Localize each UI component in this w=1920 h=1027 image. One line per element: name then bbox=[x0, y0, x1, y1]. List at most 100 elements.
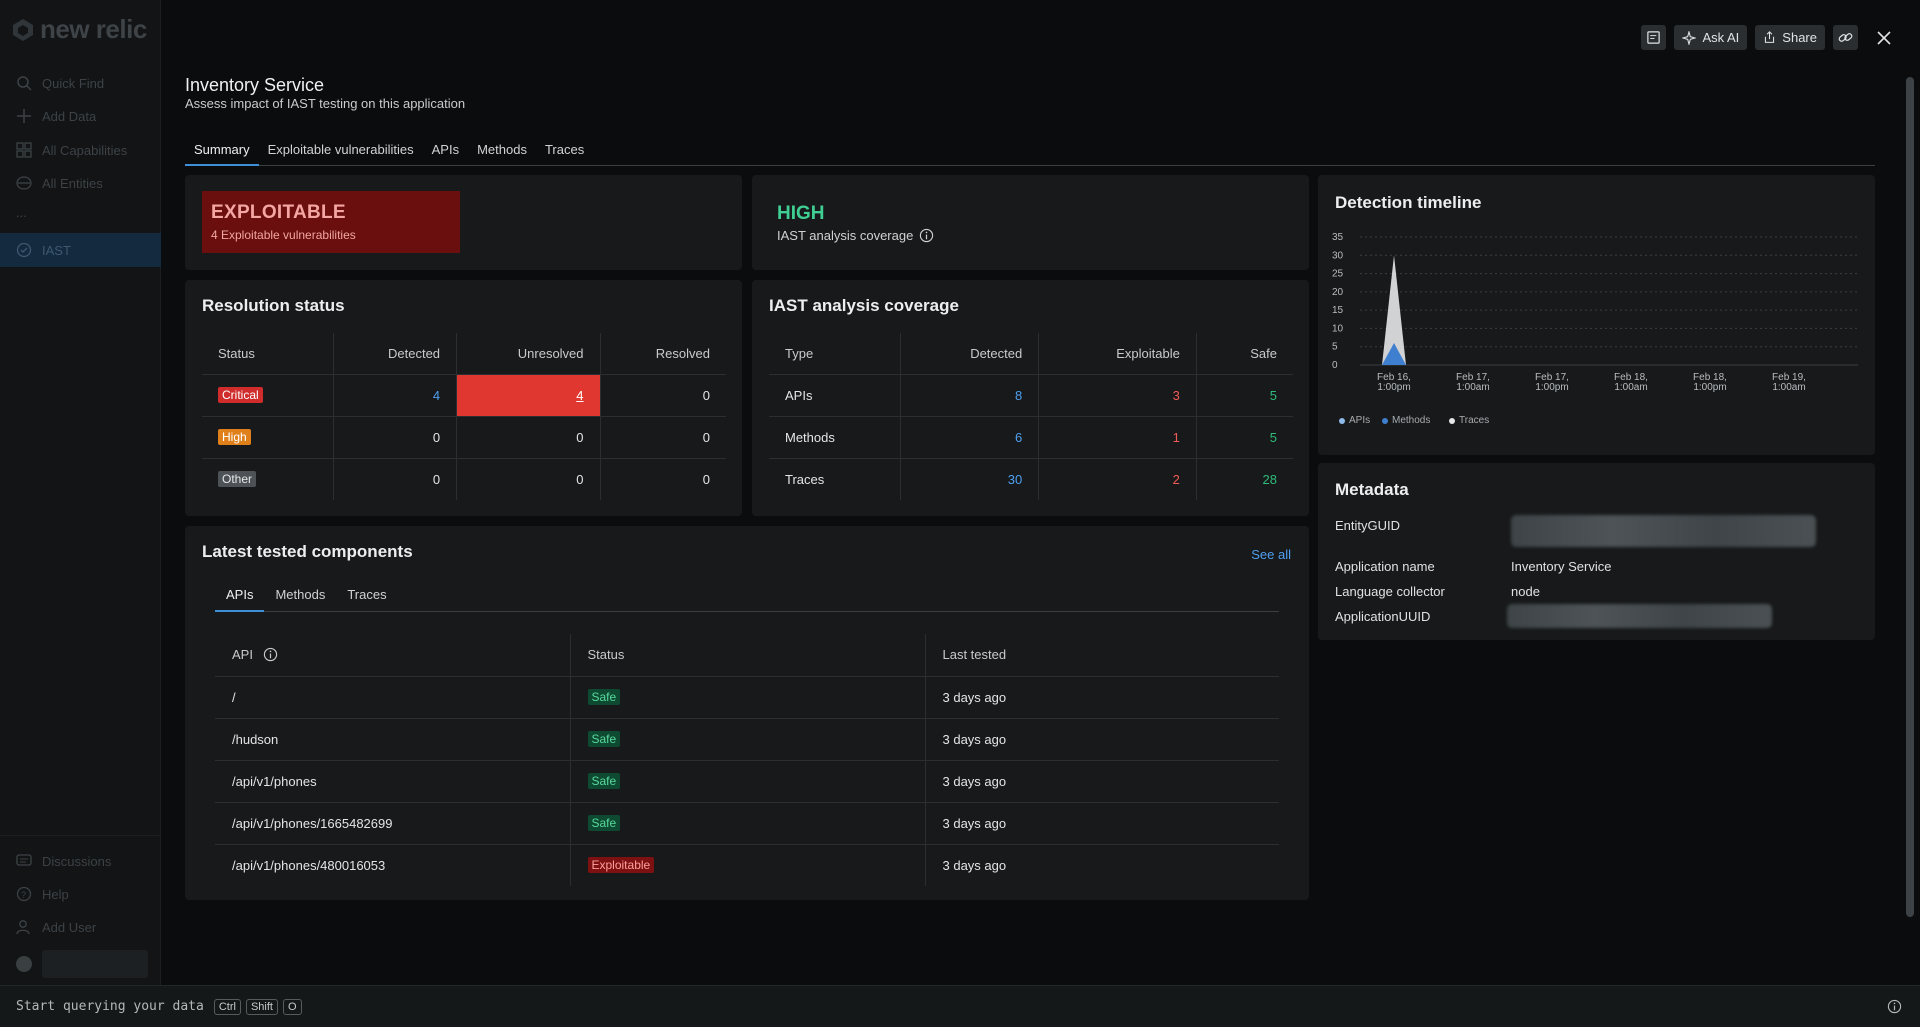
sidebar-item-label: Add User bbox=[42, 919, 97, 935]
exploitable-banner[interactable]: EXPLOITABLE 4 Exploitable vulnerabilitie… bbox=[202, 191, 460, 253]
api-path[interactable]: /hudson bbox=[215, 718, 570, 761]
query-bar-text: Start querying your data bbox=[16, 999, 204, 1014]
user-menu[interactable] bbox=[16, 950, 148, 978]
tab-apis[interactable]: APIs bbox=[431, 142, 460, 157]
methods-exploitable[interactable]: 1 bbox=[1038, 416, 1197, 459]
close-button[interactable] bbox=[1872, 26, 1896, 50]
info-icon[interactable] bbox=[919, 228, 934, 243]
traces-detected[interactable]: 30 bbox=[899, 458, 1039, 500]
table-row[interactable]: /api/v1/phones/1665482699 Safe 3 days ag… bbox=[215, 802, 1279, 845]
detection-timeline-title: Detection timeline bbox=[1335, 193, 1482, 212]
layers-icon bbox=[16, 176, 32, 190]
traces-exploitable[interactable]: 2 bbox=[1038, 458, 1197, 500]
sidebar-item-more[interactable]: ... bbox=[0, 198, 161, 226]
new-relic-logo-icon bbox=[13, 18, 33, 41]
metadata-label: EntityGUID bbox=[1335, 518, 1401, 533]
coverage-level-card: HIGH IAST analysis coverage bbox=[752, 175, 1309, 270]
exploitable-label: EXPLOITABLE bbox=[211, 202, 346, 223]
apis-exploitable[interactable]: 3 bbox=[1038, 374, 1197, 417]
apis-detected[interactable]: 8 bbox=[899, 374, 1039, 417]
other-resolved: 0 bbox=[599, 458, 726, 500]
legend-traces[interactable]: Traces bbox=[1449, 415, 1489, 426]
logo-text: new relic bbox=[40, 14, 147, 44]
last-tested: 3 days ago bbox=[924, 676, 1279, 719]
sidebar-item-add-user[interactable]: Add User bbox=[0, 910, 161, 944]
critical-detected[interactable]: 4 bbox=[332, 374, 457, 417]
iast-coverage-title: IAST analysis coverage bbox=[769, 296, 959, 315]
sidebar-item-iast[interactable]: IAST bbox=[0, 233, 161, 267]
x-tick-label: Feb 17, 1:00pm bbox=[1535, 372, 1569, 393]
language-collector-value: node bbox=[1511, 584, 1540, 599]
new-relic-logo[interactable]: new relic bbox=[12, 14, 147, 45]
tab-traces[interactable]: Traces bbox=[347, 587, 387, 602]
avatar bbox=[16, 956, 32, 972]
api-path[interactable]: /api/v1/phones/480016053 bbox=[232, 857, 386, 873]
tab-methods[interactable]: Methods bbox=[477, 142, 527, 157]
col-exploitable: Exploitable bbox=[1038, 333, 1197, 375]
y-tick-label: 15 bbox=[1332, 305, 1344, 316]
legend-dot bbox=[1339, 417, 1345, 424]
legend-methods[interactable]: Methods bbox=[1382, 415, 1430, 426]
y-tick-label: 25 bbox=[1332, 269, 1344, 280]
see-all-link[interactable]: See all bbox=[1251, 547, 1291, 562]
metadata-label: Language collector bbox=[1335, 584, 1445, 599]
plus-icon bbox=[17, 109, 31, 123]
info-icon[interactable] bbox=[263, 647, 278, 662]
tab-exploitable-vulnerabilities[interactable]: Exploitable vulnerabilities bbox=[267, 142, 414, 157]
table-row[interactable]: / Safe 3 days ago bbox=[215, 676, 1279, 719]
apis-safe[interactable]: 5 bbox=[1195, 374, 1293, 417]
traces-safe[interactable]: 28 bbox=[1195, 458, 1293, 500]
table-row: High 0 0 0 bbox=[202, 416, 726, 459]
sparkle-icon bbox=[1682, 30, 1697, 45]
legend-apis[interactable]: APIs bbox=[1339, 415, 1370, 426]
sidebar-item-help[interactable]: ? Help bbox=[0, 877, 161, 911]
detection-timeline-chart[interactable]: 0 5 10 15 20 25 30 35 Feb 16, 1:00pm Feb 17, 1:00am… bbox=[1328, 225, 1863, 405]
sidebar-item-label: Add Data bbox=[42, 108, 97, 124]
table-row: Other 0 0 0 bbox=[202, 458, 726, 500]
methods-safe[interactable]: 5 bbox=[1195, 416, 1293, 459]
tab-methods[interactable]: Methods bbox=[275, 587, 326, 602]
sidebar-item-quick-find[interactable]: Quick Find bbox=[0, 66, 161, 100]
coverage-table: Type Detected Exploitable Safe APIs 8 3 … bbox=[769, 333, 1293, 500]
critical-unresolved[interactable]: 4 bbox=[456, 374, 601, 417]
high-detected: 0 bbox=[332, 416, 457, 459]
table-row[interactable]: /hudson Safe 3 days ago bbox=[215, 718, 1279, 761]
exploitable-count: 4 Exploitable vulnerabilities bbox=[211, 228, 356, 242]
y-tick-label: 35 bbox=[1332, 232, 1344, 243]
sidebar-item-all-entities[interactable]: All Entities bbox=[0, 166, 161, 200]
status-badge: Safe bbox=[587, 815, 621, 831]
exploitable-card: EXPLOITABLE 4 Exploitable vulnerabilitie… bbox=[185, 175, 742, 270]
sidebar-item-add-data[interactable]: Add Data bbox=[0, 99, 161, 133]
tab-summary[interactable]: Summary bbox=[185, 137, 259, 166]
sidebar-item-discussions[interactable]: Discussions bbox=[0, 844, 161, 878]
tab-apis[interactable]: APIs bbox=[215, 585, 265, 612]
api-path[interactable]: / bbox=[215, 676, 570, 719]
share-button[interactable]: Share bbox=[1755, 25, 1825, 50]
metadata-label: ApplicationUUID bbox=[1335, 609, 1431, 624]
page-title: Inventory Service bbox=[185, 75, 325, 95]
query-bar[interactable]: Start querying your data Ctrl Shift O bbox=[0, 985, 1920, 1027]
ask-ai-button[interactable]: Ask AI bbox=[1674, 25, 1748, 50]
table-row[interactable]: /api/v1/phones Safe 3 days ago bbox=[215, 760, 1279, 803]
copy-link-button[interactable] bbox=[1833, 25, 1858, 50]
tab-traces[interactable]: Traces bbox=[544, 142, 585, 157]
scrollbar[interactable] bbox=[1906, 77, 1914, 917]
x-tick-label: Feb 16, 1:00pm bbox=[1377, 372, 1411, 393]
api-path[interactable]: /api/v1/phones/1665482699 bbox=[215, 802, 570, 845]
resolution-status-card: Resolution status Status Detected Unreso… bbox=[185, 280, 742, 516]
page-tabs: Summary Exploitable vulnerabilities APIs… bbox=[185, 137, 1875, 166]
iast-coverage-card: IAST analysis coverage Type Detected Exp… bbox=[752, 280, 1309, 516]
info-icon[interactable] bbox=[1887, 999, 1902, 1014]
page-subtitle: Assess impact of IAST testing on this ap… bbox=[185, 96, 466, 111]
notes-button[interactable] bbox=[1641, 25, 1667, 50]
api-path[interactable]: /api/v1/phones bbox=[215, 760, 570, 803]
grid-icon bbox=[16, 142, 32, 158]
methods-detected[interactable]: 6 bbox=[899, 416, 1039, 459]
status-badge: Safe bbox=[587, 773, 621, 789]
table-row[interactable]: /api/v1/phones/480016053 Exploitable 3 d… bbox=[215, 844, 1279, 886]
col-safe: Safe bbox=[1195, 333, 1293, 375]
sidebar-item-all-capabilities[interactable]: All Capabilities bbox=[0, 133, 161, 167]
chat-icon bbox=[16, 854, 32, 866]
status-badge: Exploitable bbox=[587, 857, 655, 874]
col-status: Status bbox=[202, 333, 333, 375]
